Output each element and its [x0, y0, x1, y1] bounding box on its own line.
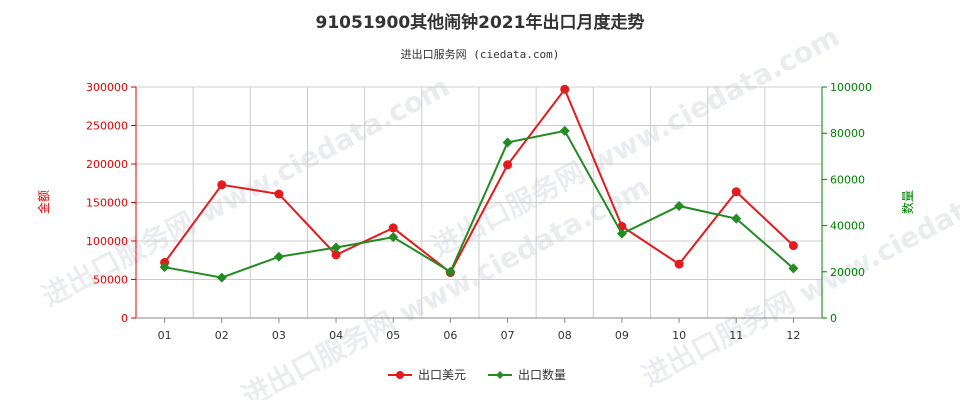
left-tick-label: 200000 — [86, 158, 128, 171]
legend: 出口美元 出口数量 — [388, 367, 566, 382]
data-point — [273, 251, 284, 262]
x-tick-label: 12 — [786, 329, 800, 342]
data-point — [217, 180, 227, 190]
right-tick-label: 100000 — [830, 81, 872, 94]
data-point — [559, 125, 570, 136]
right-axis-title: 数量 — [900, 190, 915, 214]
axes: 0500001000001500002000002500003000000200… — [36, 81, 915, 342]
data-point — [274, 189, 284, 199]
data-point — [788, 263, 799, 274]
right-tick-label: 60000 — [830, 173, 865, 186]
right-tick-label: 40000 — [830, 220, 865, 233]
series-layer — [159, 84, 799, 283]
left-tick-label: 150000 — [86, 197, 128, 210]
x-tick-label: 08 — [558, 329, 572, 342]
x-tick-label: 06 — [443, 329, 457, 342]
data-point — [331, 250, 341, 260]
watermark-text: 进出口服务网 www.ciedata.com — [236, 170, 654, 400]
series-2 — [159, 125, 799, 283]
x-tick-label: 02 — [215, 329, 229, 342]
left-tick-label: 250000 — [86, 120, 128, 133]
legend-item: 出口数量 — [488, 367, 566, 382]
x-tick-label: 04 — [329, 329, 343, 342]
legend-item: 出口美元 — [388, 368, 466, 382]
data-point — [674, 259, 684, 269]
x-tick-label: 10 — [672, 329, 686, 342]
data-point — [502, 137, 513, 148]
data-point — [503, 160, 513, 170]
legend-swatch-marker — [496, 371, 504, 379]
x-tick-label: 03 — [272, 329, 286, 342]
data-point — [216, 272, 227, 283]
series-line — [163, 87, 795, 275]
x-tick-label: 01 — [158, 329, 172, 342]
data-point — [674, 200, 685, 211]
x-tick-label: 05 — [386, 329, 400, 342]
data-point — [159, 262, 170, 273]
data-point — [331, 242, 342, 253]
data-point — [560, 84, 570, 94]
legend-label: 出口数量 — [518, 367, 566, 382]
x-tick-label: 11 — [729, 329, 743, 342]
right-tick-label: 80000 — [830, 127, 865, 140]
left-tick-label: 50000 — [93, 274, 128, 287]
data-point — [731, 213, 742, 224]
left-tick-label: 0 — [121, 312, 128, 325]
series-1 — [160, 84, 798, 278]
watermark-text: 进出口服务网 www.ciedata.com — [636, 150, 960, 393]
chart-subtitle: 进出口服务网 (ciedata.com) — [401, 47, 560, 61]
left-tick-label: 300000 — [86, 81, 128, 94]
left-tick-label: 100000 — [86, 235, 128, 248]
right-tick-label: 0 — [830, 312, 837, 325]
left-axis-title: 金额 — [36, 190, 51, 214]
right-tick-label: 20000 — [830, 266, 865, 279]
data-point — [388, 223, 398, 233]
data-point — [388, 232, 399, 243]
x-tick-label: 07 — [501, 329, 515, 342]
legend-label: 出口美元 — [418, 368, 466, 382]
data-point — [445, 266, 456, 277]
chart-title: 91051900其他闹钟2021年出口月度走势 — [316, 12, 645, 33]
data-point — [788, 241, 798, 251]
data-point — [731, 187, 741, 197]
grid-lines — [135, 86, 823, 318]
x-tick-label: 09 — [615, 329, 629, 342]
legend-swatch-marker — [396, 371, 404, 379]
series-line — [164, 129, 795, 279]
data-point — [616, 228, 627, 239]
